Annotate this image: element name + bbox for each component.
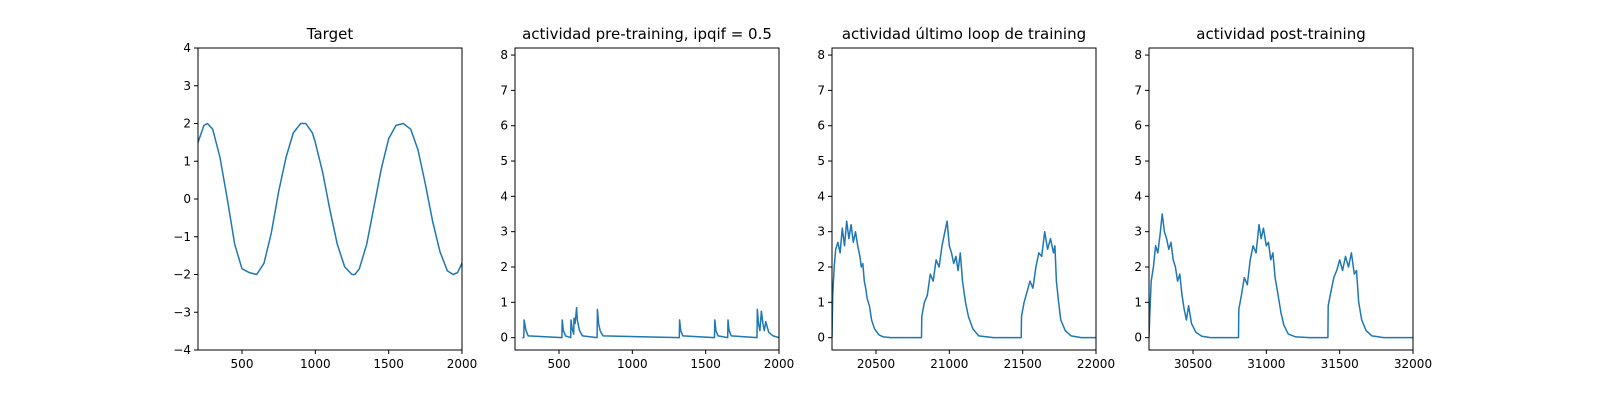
y-tick-label: 3 [500,225,508,239]
x-tick-label: 500 [548,357,571,371]
y-tick-label: 0 [1134,331,1142,345]
y-tick-label: 5 [817,154,825,168]
x-tick-label: 31000 [1247,357,1285,371]
x-tick-label: 32000 [1394,357,1432,371]
subplot-title: Target [306,25,354,43]
y-tick-label: 0 [183,192,191,206]
y-tick-label: 1 [817,295,825,309]
y-tick-label: 7 [817,83,825,97]
series-line [198,122,462,276]
x-tick-label: 22000 [1077,357,1115,371]
subplot-title: actividad post-training [1196,25,1365,43]
y-tick-label: 0 [500,331,508,345]
x-tick-label: 21000 [930,357,968,371]
y-tick-label: 7 [500,83,508,97]
y-tick-label: 5 [500,154,508,168]
y-tick-label: 2 [1134,260,1142,274]
x-tick-label: 31500 [1321,357,1359,371]
y-tick-label: 6 [500,119,508,133]
y-tick-label: 0 [817,331,825,345]
y-tick-label: 8 [500,48,508,62]
y-tick-label: 1 [183,154,191,168]
axes-frame [831,47,1097,351]
y-tick-label: 2 [183,117,191,131]
y-tick-label: 4 [500,189,508,203]
x-tick-label: 2000 [447,357,478,371]
y-tick-label: 6 [1134,119,1142,133]
x-tick-label: 21500 [1004,357,1042,371]
y-tick-label: −3 [173,305,191,319]
subplot-1: Target 500 1000 1500 2000 −4 −3 −2 −1 0 1 2 3 4 [173,25,477,371]
x-tick-label: 30500 [1174,357,1212,371]
x-tick-label: 1500 [690,357,721,371]
y-tick-label: 1 [500,295,508,309]
y-tick-label: 7 [1134,83,1142,97]
y-tick-label: 4 [183,41,191,55]
x-tick-label: 2000 [764,357,795,371]
y-tick-label: 4 [1134,189,1142,203]
y-tick-label: 3 [817,225,825,239]
x-tick-label: 1000 [617,357,648,371]
series-line [1149,213,1413,339]
y-tick-label: −4 [173,343,191,357]
axes-frame [1148,47,1414,351]
x-tick-label: 20500 [857,357,895,371]
x-tick-label: 1500 [373,357,404,371]
y-tick-label: 8 [817,48,825,62]
y-tick-label: 6 [817,119,825,133]
axes-frame [514,47,780,351]
y-tick-label: 4 [817,189,825,203]
y-tick-label: 2 [500,260,508,274]
y-tick-label: 5 [1134,154,1142,168]
y-tick-label: 2 [817,260,825,274]
subplot-title: actividad último loop de training [842,25,1086,43]
subplot-title: actividad pre-training, ipqif = 0.5 [522,25,772,43]
series-line [832,220,1096,339]
x-tick-label: 500 [231,357,254,371]
y-tick-label: −2 [173,268,191,282]
y-tick-label: 8 [1134,48,1142,62]
y-tick-label: −1 [173,230,191,244]
series-line [522,306,779,339]
x-tick-label: 1000 [300,357,331,371]
y-tick-label: 3 [1134,225,1142,239]
y-tick-label: 3 [183,79,191,93]
y-tick-label: 1 [1134,295,1142,309]
